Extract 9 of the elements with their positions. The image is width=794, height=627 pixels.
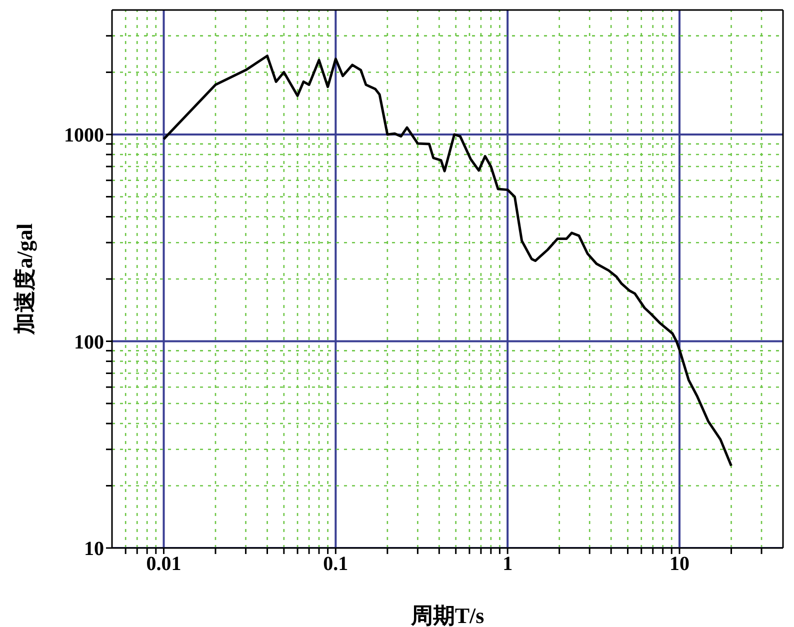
y-axis-title: 加速度a/gal xyxy=(12,223,37,336)
x-axis-title: 周期T/s xyxy=(410,603,485,627)
x-tick-label: 10 xyxy=(669,553,690,576)
x-tick-label: 0.1 xyxy=(323,553,348,576)
x-tick-label: 1 xyxy=(502,553,513,576)
x-tick-label: 0.01 xyxy=(146,553,182,576)
y-tick-label: 100 xyxy=(74,331,104,354)
y-tick-label: 1000 xyxy=(64,124,104,147)
y-tick-label: 10 xyxy=(84,538,104,560)
